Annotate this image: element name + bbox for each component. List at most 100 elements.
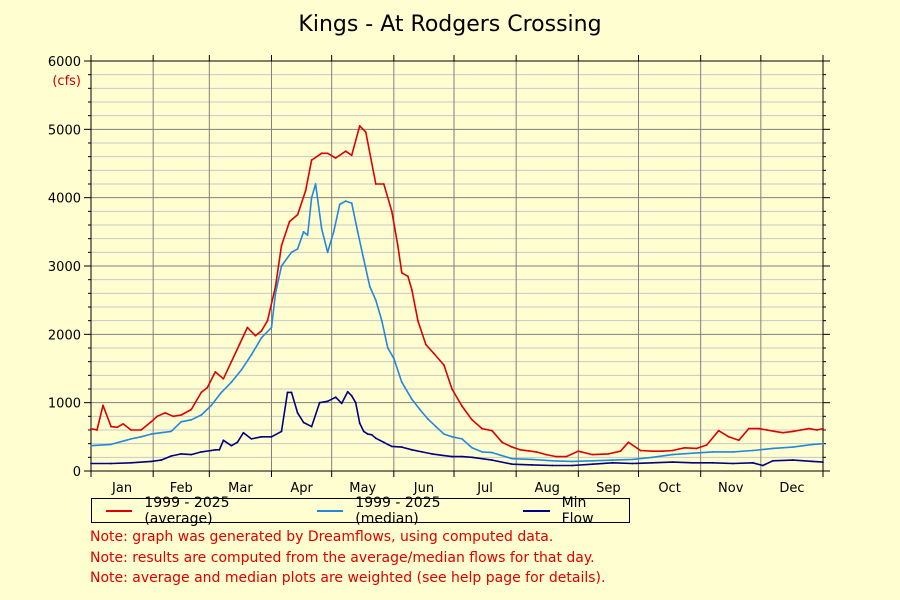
series-point-2 — [751, 461, 754, 464]
series-layer — [90, 125, 824, 467]
y-tick-label: 3000 — [48, 260, 81, 275]
series-point-0 — [390, 210, 393, 213]
series-point-0 — [320, 152, 323, 155]
series-point-1 — [160, 431, 163, 434]
series-point-0 — [808, 427, 810, 430]
x-tick-label: Aug — [535, 481, 560, 496]
series-point-2 — [214, 448, 217, 451]
legend-item-average: 1999 - 2025 (average) — [106, 495, 293, 527]
series-point-0 — [102, 404, 104, 407]
series-point-0 — [172, 415, 175, 418]
series-point-2 — [218, 448, 221, 451]
series-point-0 — [433, 352, 435, 355]
series-point-1 — [751, 449, 754, 452]
series-point-2 — [326, 400, 329, 403]
x-tick-label: May — [349, 481, 376, 496]
series-point-1 — [461, 437, 463, 440]
x-tick-label: Mar — [228, 481, 253, 496]
series-point-0 — [364, 131, 367, 133]
series-line-2 — [91, 390, 824, 467]
series-point-0 — [310, 159, 313, 161]
series-point-2 — [180, 453, 183, 455]
series-point-0 — [200, 391, 203, 394]
x-tick-label: Jan — [111, 481, 132, 496]
series-line-1 — [90, 183, 824, 463]
series-point-2 — [421, 450, 423, 453]
series-point-0 — [344, 150, 347, 153]
x-tick-label: Sep — [596, 481, 621, 496]
legend-label-min-flow: Min Flow — [561, 494, 594, 527]
series-point-0 — [400, 271, 403, 274]
series-point-0 — [350, 154, 353, 157]
series-point-1 — [771, 447, 774, 450]
series-point-1 — [110, 443, 112, 446]
series-point-0 — [627, 441, 630, 444]
series-point-2 — [591, 463, 594, 466]
series-point-0 — [607, 453, 610, 455]
series-point-0 — [737, 439, 740, 442]
series-point-2 — [611, 461, 614, 464]
series-point-0 — [246, 326, 249, 329]
series-point-0 — [545, 453, 548, 456]
series-point-2 — [270, 435, 273, 438]
series-point-2 — [491, 459, 493, 461]
series-point-1 — [332, 230, 335, 233]
series-point-1 — [410, 398, 413, 401]
y-tick-label: 4000 — [48, 192, 81, 207]
series-point-0 — [214, 371, 217, 373]
legend-swatch-average — [106, 509, 133, 512]
series-point-2 — [374, 437, 377, 440]
series-point-2 — [771, 459, 774, 462]
series-point-0 — [180, 414, 183, 416]
series-point-1 — [368, 285, 371, 288]
series-point-0 — [334, 157, 337, 159]
series-point-1 — [302, 230, 305, 233]
series-point-0 — [565, 455, 568, 458]
series-point-2 — [461, 455, 463, 458]
series-point-0 — [110, 425, 112, 428]
series-point-0 — [451, 388, 453, 390]
series-point-2 — [812, 460, 814, 463]
series-point-1 — [812, 443, 814, 446]
series-point-1 — [260, 336, 263, 339]
series-point-2 — [242, 431, 245, 434]
series-point-1 — [471, 446, 473, 449]
series-point-1 — [356, 230, 359, 233]
series-point-2 — [410, 448, 413, 451]
series-point-2 — [451, 455, 453, 458]
series-point-0 — [416, 319, 419, 322]
series-point-1 — [350, 202, 353, 205]
series-point-0 — [619, 450, 622, 453]
series-point-0 — [651, 450, 654, 453]
y-tick-label: 1000 — [48, 397, 81, 412]
series-point-0 — [425, 343, 427, 346]
series-point-2 — [200, 450, 203, 453]
legend-item-min-flow: Min Flow — [523, 495, 619, 527]
series-point-2 — [511, 463, 514, 466]
series-point-0 — [639, 449, 642, 452]
series-point-1 — [270, 326, 273, 329]
series-point-1 — [427, 418, 429, 420]
series-line-0 — [90, 125, 824, 458]
series-point-1 — [344, 200, 347, 202]
series-point-0 — [519, 448, 522, 451]
series-point-2 — [431, 453, 433, 455]
series-point-0 — [130, 429, 133, 431]
x-tick-label: Jul — [476, 481, 493, 496]
series-point-0 — [800, 429, 802, 431]
series-point-1 — [481, 450, 483, 453]
x-tick-label: Apr — [290, 481, 313, 496]
series-point-0 — [671, 449, 674, 452]
series-point-2 — [222, 439, 225, 442]
series-point-0 — [443, 364, 445, 366]
series-point-2 — [110, 462, 112, 465]
series-point-1 — [418, 408, 421, 411]
series-point-2 — [531, 463, 534, 466]
series-point-2 — [400, 446, 403, 448]
series-point-2 — [471, 456, 473, 459]
series-point-0 — [164, 412, 167, 414]
series-point-0 — [150, 420, 153, 423]
series-point-1 — [392, 357, 395, 360]
y-tick-label: 0 — [73, 465, 81, 480]
